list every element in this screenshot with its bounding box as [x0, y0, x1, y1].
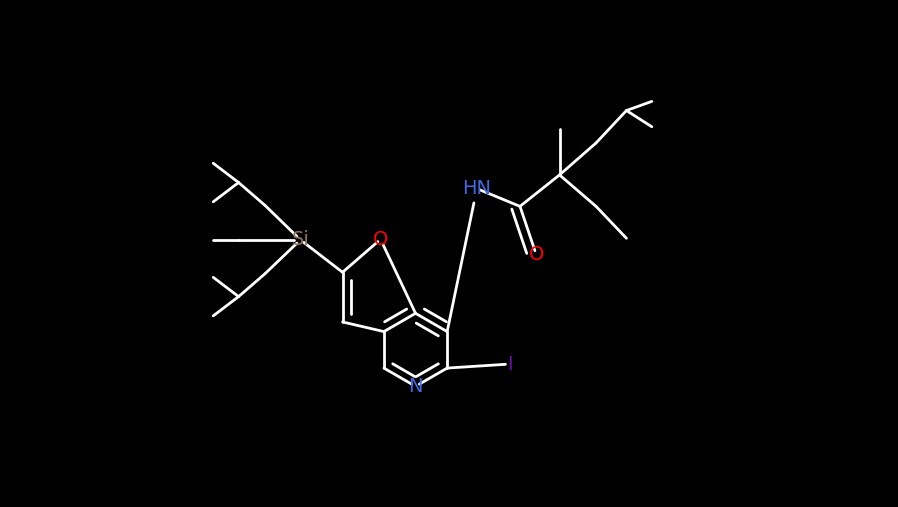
Text: O: O — [373, 230, 388, 249]
Text: O: O — [529, 245, 544, 264]
Text: HN: HN — [462, 179, 491, 198]
Text: N: N — [409, 377, 423, 396]
Text: Si: Si — [292, 230, 310, 249]
Text: I: I — [507, 354, 513, 374]
